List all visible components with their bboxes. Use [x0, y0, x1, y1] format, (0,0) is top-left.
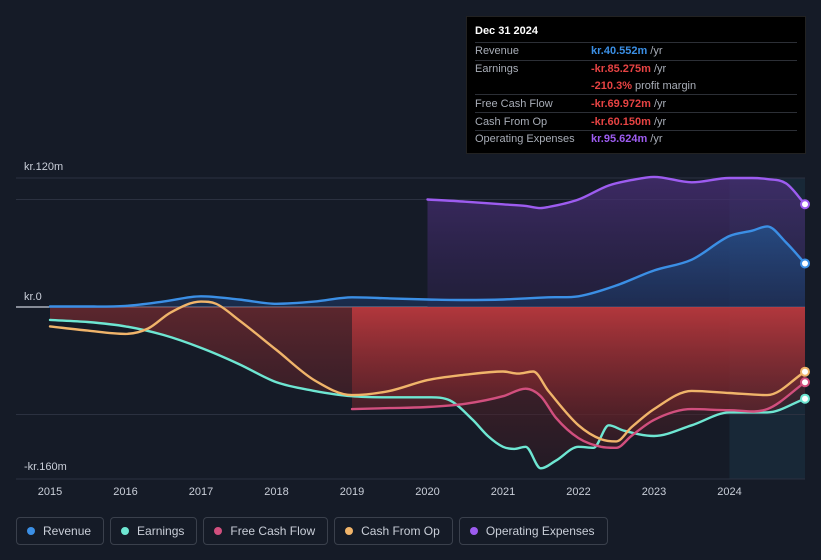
tooltip-label: Cash From Op: [475, 115, 548, 128]
cash-from-op-end-point: [800, 366, 810, 377]
tooltip-value: kr.95.624m: [591, 133, 648, 146]
legend-dot-icon: [27, 527, 35, 535]
tooltip-row: Cash From Op -kr.60.150m/yr: [475, 112, 797, 130]
cash-from-op-line: [48, 300, 807, 443]
legend-label: Earnings: [137, 524, 185, 538]
legend-item-cash-from-op[interactable]: Cash From Op: [334, 517, 453, 545]
tooltip-label: Operating Expenses: [475, 133, 575, 146]
tooltip-unit: /yr: [650, 45, 663, 58]
x-tick-label: 2016: [113, 486, 137, 498]
tooltip-value: -kr.60.150m: [591, 115, 651, 128]
data-tooltip: Dec 31 2024 Revenue kr.40.552m/yr Earnings…: [466, 16, 806, 154]
x-tick-label: 2017: [189, 486, 213, 498]
x-tick-label: 2021: [491, 486, 515, 498]
tooltip-row: Earnings -kr.85.275m/yr: [475, 59, 797, 78]
legend-dot-icon: [345, 527, 354, 535]
tooltip-date: Dec 31 2024: [475, 25, 538, 37]
legend-item-earnings[interactable]: Earnings: [110, 517, 198, 545]
tooltip-unit: /yr: [653, 115, 667, 128]
legend-item-operating-expenses[interactable]: Operating Expenses: [458, 517, 608, 545]
tooltip-unit: profit margin: [634, 79, 697, 92]
tooltip-row: Revenue kr.40.552m/yr: [475, 42, 797, 60]
legend-label: Cash From Op: [361, 524, 440, 538]
tooltip-unit: /yr: [653, 97, 667, 110]
x-tick-label: 2022: [566, 486, 590, 498]
free-cash-flow-end-point: [800, 377, 810, 388]
legend-label: Free Cash Flow: [230, 524, 316, 538]
operating-expenses-end-point: [800, 199, 810, 210]
revenue-line: [48, 225, 807, 308]
y-tick-label: -kr.160m: [24, 461, 67, 473]
free-cash-flow-line: [350, 381, 807, 450]
free-cash-flow-area: [352, 307, 805, 448]
legend-item-revenue[interactable]: Revenue: [16, 517, 105, 545]
legend-item-free-cash-flow[interactable]: Free Cash Flow: [203, 517, 329, 545]
y-tick-label: kr.0: [24, 291, 42, 303]
legend-dot-icon: [469, 527, 478, 535]
x-tick-label: 2019: [340, 486, 364, 498]
legend-label: Operating Expenses: [485, 524, 595, 538]
tooltip-row: Operating Expenses kr.95.624m/yr: [475, 129, 797, 148]
x-tick-label: 2015: [38, 486, 62, 498]
earnings-line: [48, 318, 807, 470]
legend-label: Revenue: [43, 524, 92, 538]
legend-dot-icon: [121, 527, 130, 535]
y-tick-label: kr.120m: [24, 161, 63, 173]
tooltip-value: -kr.85.275m: [591, 63, 651, 76]
tooltip-row: Free Cash Flow -kr.69.972m/yr: [475, 94, 797, 112]
tooltip-label: Free Cash Flow: [475, 97, 553, 110]
x-tick-label: 2018: [264, 486, 288, 498]
tooltip-value: -kr.69.972m: [591, 97, 651, 110]
tooltip-value: -210.3%: [591, 79, 632, 92]
tooltip-label: Earnings: [475, 63, 519, 76]
revenue-area: [50, 226, 805, 307]
tooltip-row: -210.3% profit margin: [475, 78, 797, 95]
x-tick-label: 2023: [642, 486, 666, 498]
revenue-end-point: [800, 258, 810, 269]
operating-expenses-line: [426, 175, 807, 210]
tooltip-unit: /yr: [653, 63, 667, 76]
earnings-end-point: [800, 393, 810, 404]
x-tick-label: 2020: [415, 486, 439, 498]
tooltip-label: Revenue: [475, 45, 520, 58]
tooltip-value: kr.40.552m: [591, 45, 648, 58]
legend-dot-icon: [214, 527, 223, 535]
legend: Revenue Earnings Free Cash Flow Cash From O…: [16, 517, 608, 545]
x-tick-label: 2024: [717, 486, 741, 498]
tooltip-unit: /yr: [650, 133, 663, 146]
